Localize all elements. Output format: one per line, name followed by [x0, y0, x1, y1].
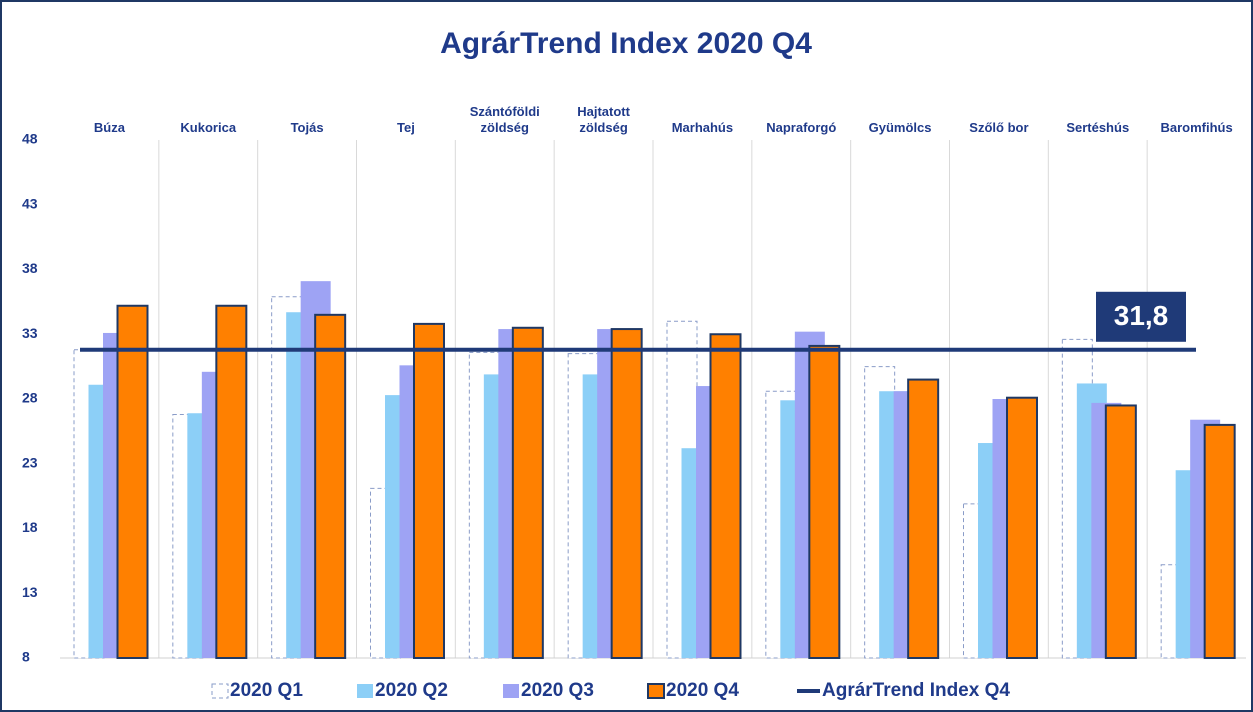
legend-label: 2020 Q2	[375, 680, 448, 701]
y-tick-label: 33	[22, 325, 38, 341]
legend-label: AgrárTrend Index Q4	[822, 680, 1010, 701]
bar	[610, 328, 643, 659]
y-tick-label: 23	[22, 454, 38, 470]
category-label: Tej	[396, 120, 415, 135]
y-tick-label: 38	[22, 260, 38, 276]
bar	[116, 304, 149, 659]
y-tick-label: 13	[22, 584, 38, 600]
category-label: Tojás	[290, 120, 324, 135]
category-label: Szántóföldi zöldség	[469, 104, 540, 135]
category-label: Hajtatott zöldség	[577, 104, 630, 135]
category-label: Szőlő bor	[969, 120, 1029, 135]
bar	[1006, 396, 1038, 659]
y-tick-label: 8	[22, 649, 30, 665]
legend-swatch	[647, 683, 665, 699]
category-label: Baromfihús	[1160, 120, 1233, 135]
legend-label: 2020 Q3	[521, 680, 594, 701]
legend-label: 2020 Q4	[666, 680, 739, 701]
bar	[808, 344, 841, 659]
bar	[314, 313, 347, 659]
category-label: Napraforgó	[766, 120, 837, 135]
bar	[709, 333, 742, 659]
legend-swatch	[503, 684, 519, 698]
bar	[413, 322, 445, 659]
index-label: 31,8	[1114, 300, 1169, 331]
category-label: Gyümölcs	[868, 120, 932, 135]
y-tick-label: 18	[22, 519, 38, 535]
index-label-box	[1096, 291, 1186, 342]
bar	[907, 378, 940, 659]
legend-label: 2020 Q1	[230, 680, 303, 701]
legend-swatch	[357, 684, 373, 698]
y-tick-label: 43	[22, 195, 38, 211]
bar	[215, 304, 248, 659]
category-label: Marhahús	[671, 120, 734, 135]
bar	[1203, 423, 1236, 659]
category-label: Sertéshús	[1066, 120, 1130, 135]
chart-title: AgrárTrend Index 2020 Q4	[440, 27, 812, 60]
category-label: Búza	[93, 120, 125, 135]
bar	[1104, 404, 1137, 659]
legend-swatch	[211, 683, 229, 699]
y-tick-label: 28	[22, 390, 38, 406]
y-tick-label: 48	[22, 131, 38, 147]
category-label: Kukorica	[180, 120, 237, 135]
bar	[511, 326, 544, 659]
